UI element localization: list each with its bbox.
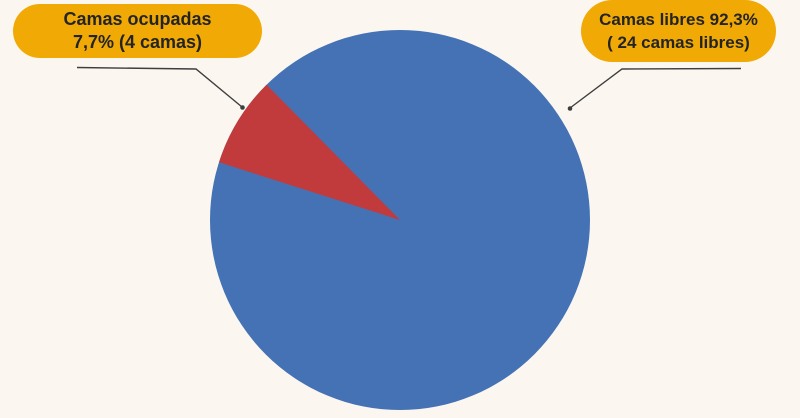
callout-line-free xyxy=(569,67,742,109)
callout-bubble-free: Camas libres 92,3% ( 24 camas libres) xyxy=(581,0,776,62)
callout-free-label: Camas libres 92,3% xyxy=(599,10,758,29)
callout-occupied-label: Camas ocupadas xyxy=(63,9,212,29)
callout-line-occupied xyxy=(76,66,243,108)
callout-occupied-value: 7,7% (4 camas) xyxy=(72,32,203,52)
pie-slice-occupied xyxy=(219,84,400,220)
callout-line-free-dot xyxy=(567,106,573,111)
callout-bubble-occupied: Camas ocupadas 7,7% (4 camas) xyxy=(13,4,262,58)
callout-free-value: ( 24 camas libres) xyxy=(607,33,750,52)
callout-line-occupied-dot xyxy=(240,105,245,110)
